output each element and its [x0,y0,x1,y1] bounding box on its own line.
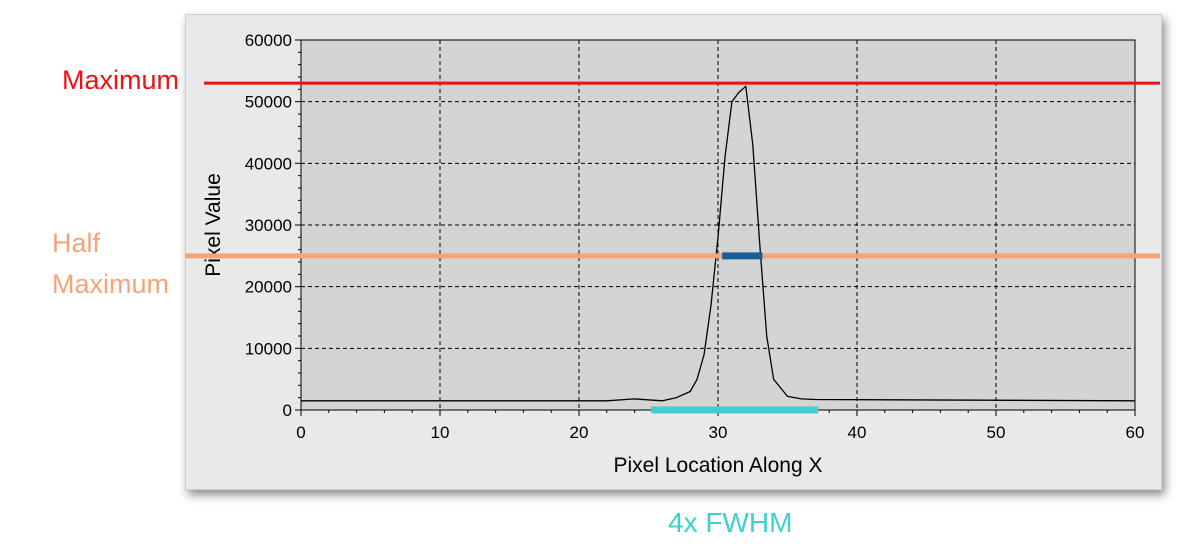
y-tick-label: 30000 [245,216,292,235]
profile-line [301,85,1136,402]
x-tick-label: 20 [570,423,589,442]
x-tick-label: 40 [848,423,867,442]
x-tick-label: 50 [987,423,1006,442]
y-axis-title: Pixel Value [202,173,225,277]
x-axis-title: Pixel Location Along X [614,454,823,477]
half-maximum-label-line2: Maximum [52,269,170,299]
x-tick-label: 0 [296,423,305,442]
y-tick-label: 50000 [245,93,292,112]
x-tick-label: 10 [431,423,450,442]
x-tick-label: 60 [1126,423,1145,442]
y-tick-label: 60000 [245,31,292,50]
y-tick-label: 20000 [245,278,292,297]
y-tick-label: 40000 [245,154,292,173]
fwhm-label: 4x FWHM [668,507,793,538]
half-maximum-label-line1: Half [52,228,101,258]
maximum-label: Maximum [62,65,180,95]
y-tick-label: 10000 [245,339,292,358]
x-tick-label: 30 [709,423,728,442]
y-tick-label: 0 [283,401,292,420]
